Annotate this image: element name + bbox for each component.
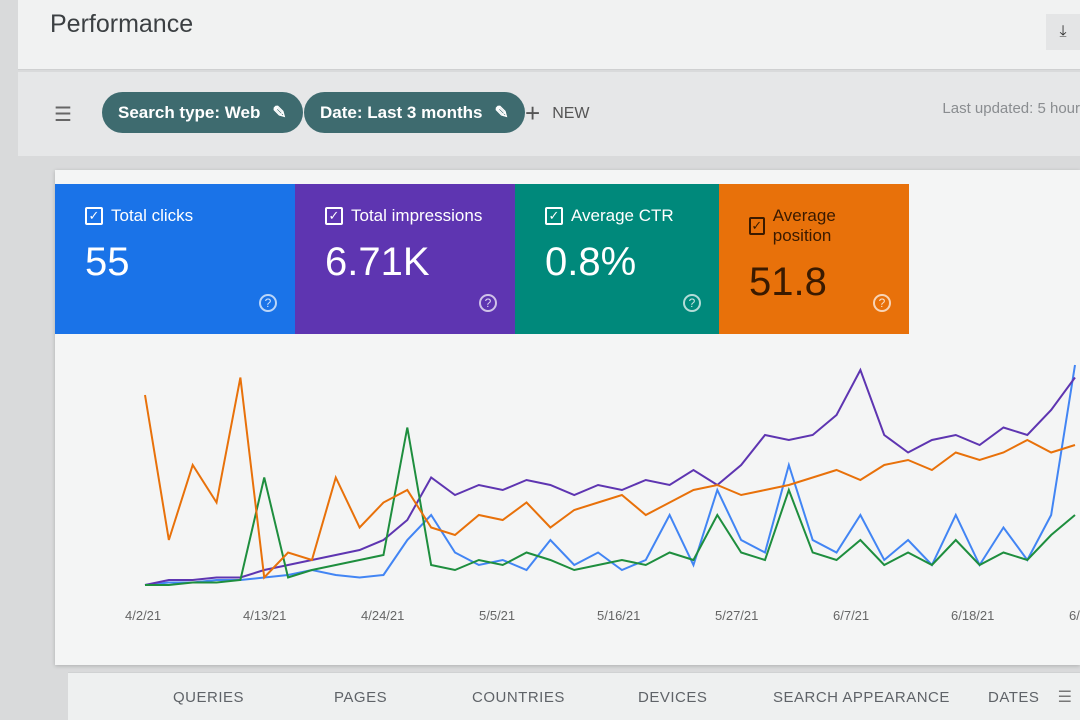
metric-name: Average position <box>772 206 836 245</box>
metric-name: Average CTR <box>571 206 674 225</box>
page-header: Performance ⤓ <box>18 0 1080 70</box>
metric-value: 6.71K <box>325 240 430 284</box>
metric-label: ✓ Total impressions <box>325 206 485 226</box>
series-line-0 <box>144 364 1076 586</box>
x-tick-label: 4/13/21 <box>243 608 286 623</box>
last-updated: Last updated: 5 hour <box>942 100 1080 117</box>
tab-dates[interactable]: DATES <box>988 689 1040 706</box>
x-tick-label: 6/29/21 <box>1069 608 1080 623</box>
search-type-chip[interactable]: Search type: Web ✎ <box>102 92 303 133</box>
metric-card[interactable]: ✓ Average CTR 0.8%? <box>515 184 719 334</box>
chip-label: Date: Last 3 months <box>320 102 483 122</box>
download-icon[interactable]: ⤓ <box>1046 14 1080 50</box>
metric-card[interactable]: ✓ Average position 51.8? <box>719 184 909 334</box>
x-tick-label: 5/16/21 <box>597 608 640 623</box>
filter-bar: ☰ Search type: Web ✎ Date: Last 3 months ✎… <box>18 72 1080 156</box>
metric-card[interactable]: ✓ Total clicks 55? <box>55 184 295 334</box>
metric-label: ✓ Average CTR <box>545 206 689 226</box>
metric-value: 51.8 <box>749 260 827 304</box>
plus-icon: + <box>525 98 541 128</box>
checkbox-icon[interactable]: ✓ <box>325 207 343 225</box>
series-line-2 <box>145 427 1076 586</box>
tab-search-appearance[interactable]: SEARCH APPEARANCE <box>773 689 950 706</box>
checkbox-icon[interactable]: ✓ <box>85 207 103 225</box>
help-icon[interactable]: ? <box>873 294 891 312</box>
x-tick-label: 5/27/21 <box>715 608 758 623</box>
metric-name: Total impressions <box>351 206 483 225</box>
metric-label: ✓ Average position <box>749 206 879 246</box>
x-tick-label: 4/24/21 <box>361 608 404 623</box>
date-chip[interactable]: Date: Last 3 months ✎ <box>304 92 525 133</box>
metric-card[interactable]: ✓ Total impressions 6.71K? <box>295 184 515 334</box>
metric-label: ✓ Total clicks <box>85 206 265 226</box>
tab-queries[interactable]: QUERIES <box>173 689 245 706</box>
performance-panel: ✓ Total clicks 55? ✓ Total impressions 6.71K?… <box>55 170 1080 665</box>
tab-pages[interactable]: PAGES <box>334 689 388 706</box>
pencil-icon: ✎ <box>272 102 287 122</box>
metric-value: 55 <box>85 240 130 284</box>
tab-countries[interactable]: COUNTRIES <box>472 689 565 706</box>
chip-label: Search type: Web <box>118 102 261 122</box>
dimension-tabs: QUERIES PAGES COUNTRIES DEVICES SEARCH APPEA… <box>68 672 1080 720</box>
page-title: Performance <box>50 10 194 38</box>
performance-chart: 4/2/21 4/13/21 4/24/21 5/5/21 5/16/21 5/27/21… <box>125 364 1080 623</box>
tab-devices[interactable]: DEVICES <box>638 689 708 706</box>
x-tick-label: 6/7/21 <box>833 608 869 623</box>
new-label: NEW <box>552 104 590 122</box>
help-icon[interactable]: ? <box>683 294 701 312</box>
x-tick-label: 5/5/21 <box>479 608 515 623</box>
metric-name: Total clicks <box>111 206 194 225</box>
pencil-icon: ✎ <box>494 102 509 122</box>
help-icon[interactable]: ? <box>479 294 497 312</box>
help-icon[interactable]: ? <box>259 294 277 312</box>
metric-value: 0.8% <box>545 240 637 284</box>
checkbox-icon[interactable]: ✓ <box>749 217 765 235</box>
series-line-1 <box>144 367 1076 586</box>
filter-icon[interactable]: ☰ <box>1057 689 1072 706</box>
checkbox-icon[interactable]: ✓ <box>545 207 563 225</box>
new-filter-button[interactable]: + NEW <box>525 98 590 129</box>
x-tick-label: 4/2/21 <box>125 608 161 623</box>
series-line-3 <box>144 377 1076 580</box>
x-tick-label: 6/18/21 <box>951 608 994 623</box>
filter-icon[interactable]: ☰ <box>54 104 72 126</box>
